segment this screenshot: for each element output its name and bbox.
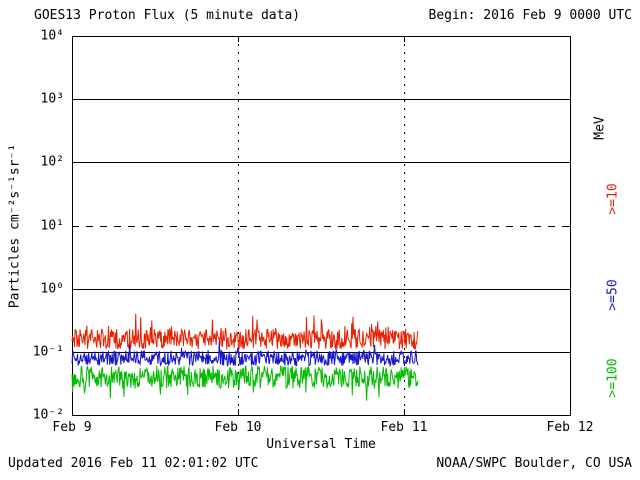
y-tick-label: 10¹: [40, 218, 64, 233]
series-label-ge10: >=10: [605, 183, 621, 215]
y-tick-label: 10⁰: [40, 281, 64, 297]
updated-timestamp: Updated 2016 Feb 11 02:01:02 UTC: [8, 456, 259, 471]
y-tick-label: 10³: [40, 91, 64, 107]
x-axis-label: Universal Time: [266, 437, 376, 452]
x-tick-label: Feb 10: [214, 420, 262, 435]
chart-title: GOES13 Proton Flux (5 minute data): [34, 8, 301, 23]
series-label-ge50: >=50: [605, 279, 621, 311]
right-axis-unit-label: MeV: [592, 116, 608, 140]
series-label-ge100: >=100: [605, 358, 621, 398]
series-trace-10: [71, 313, 419, 351]
x-tick-label: Feb 12: [546, 420, 594, 435]
series-trace-100: [71, 364, 419, 401]
x-tick-label: Feb 11: [380, 420, 428, 435]
y-tick-label: 10⁻²: [32, 407, 64, 423]
series-trace-50: [71, 341, 419, 368]
y-tick-label: 10⁻¹: [32, 344, 64, 360]
y-tick-label: 10⁴: [40, 28, 64, 44]
x-tick-label: Feb 9: [52, 420, 92, 435]
y-tick-label: 10²: [40, 154, 64, 170]
begin-timestamp: Begin: 2016 Feb 9 0000 UTC: [428, 8, 633, 23]
y-axis-label: Particles cm⁻²s⁻¹sr⁻¹: [7, 143, 23, 309]
source-credit: NOAA/SWPC Boulder, CO USA: [436, 456, 632, 471]
